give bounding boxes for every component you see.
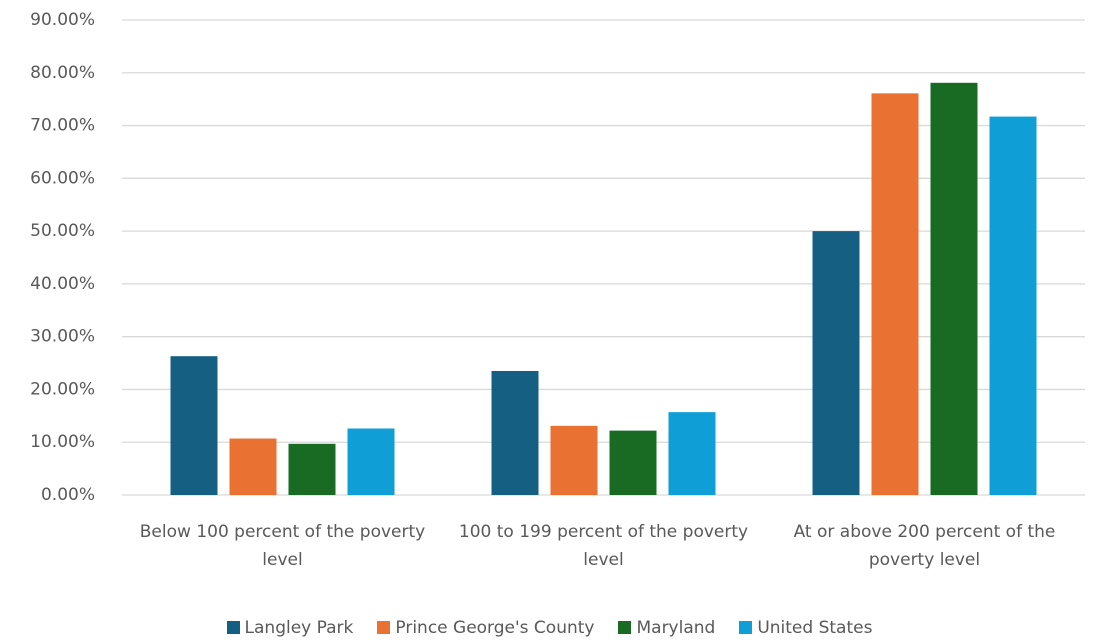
y-tick-label: 20.00% xyxy=(30,379,95,399)
legend-item: Maryland xyxy=(618,618,715,638)
bar xyxy=(871,93,919,495)
legend: Langley Park Prince George's County Maryla… xyxy=(0,618,1099,638)
bar xyxy=(170,356,218,495)
legend-label: Langley Park xyxy=(244,618,354,638)
bar xyxy=(812,231,860,495)
legend-swatch xyxy=(739,621,753,634)
legend-item: United States xyxy=(739,618,872,638)
y-tick-label: 50.00% xyxy=(30,221,95,241)
legend-item: Langley Park xyxy=(226,618,354,638)
y-tick-label: 70.00% xyxy=(30,116,95,136)
y-tick-label: 30.00% xyxy=(30,327,95,347)
y-tick-label: 80.00% xyxy=(30,63,95,83)
x-tick-label: At or above 200 percent of the poverty l… xyxy=(793,522,1056,570)
legend-label: Prince George's County xyxy=(395,618,595,638)
x-tick-label: 100 to 199 percent of the poverty level xyxy=(458,522,749,570)
bar xyxy=(989,116,1037,495)
bar xyxy=(229,438,277,495)
bar xyxy=(550,425,598,495)
legend-swatch xyxy=(377,621,391,634)
bar xyxy=(609,430,657,495)
legend-label: United States xyxy=(757,618,873,638)
legend-item: Prince George's County xyxy=(377,618,594,638)
legend-swatch xyxy=(618,621,632,634)
y-tick-label: 0.00% xyxy=(41,485,95,505)
bar xyxy=(288,443,336,495)
y-tick-label: 40.00% xyxy=(30,274,95,294)
bar xyxy=(668,412,716,495)
legend-swatch xyxy=(226,621,240,634)
x-tick-label: Below 100 percent of the poverty level xyxy=(139,522,426,570)
bar xyxy=(930,82,978,496)
y-tick-label: 90.00% xyxy=(30,10,95,30)
legend-label: Maryland xyxy=(636,618,716,638)
bar xyxy=(491,370,539,495)
y-tick-label: 60.00% xyxy=(30,168,95,188)
y-tick-label: 10.00% xyxy=(30,432,95,452)
bar xyxy=(347,428,395,495)
